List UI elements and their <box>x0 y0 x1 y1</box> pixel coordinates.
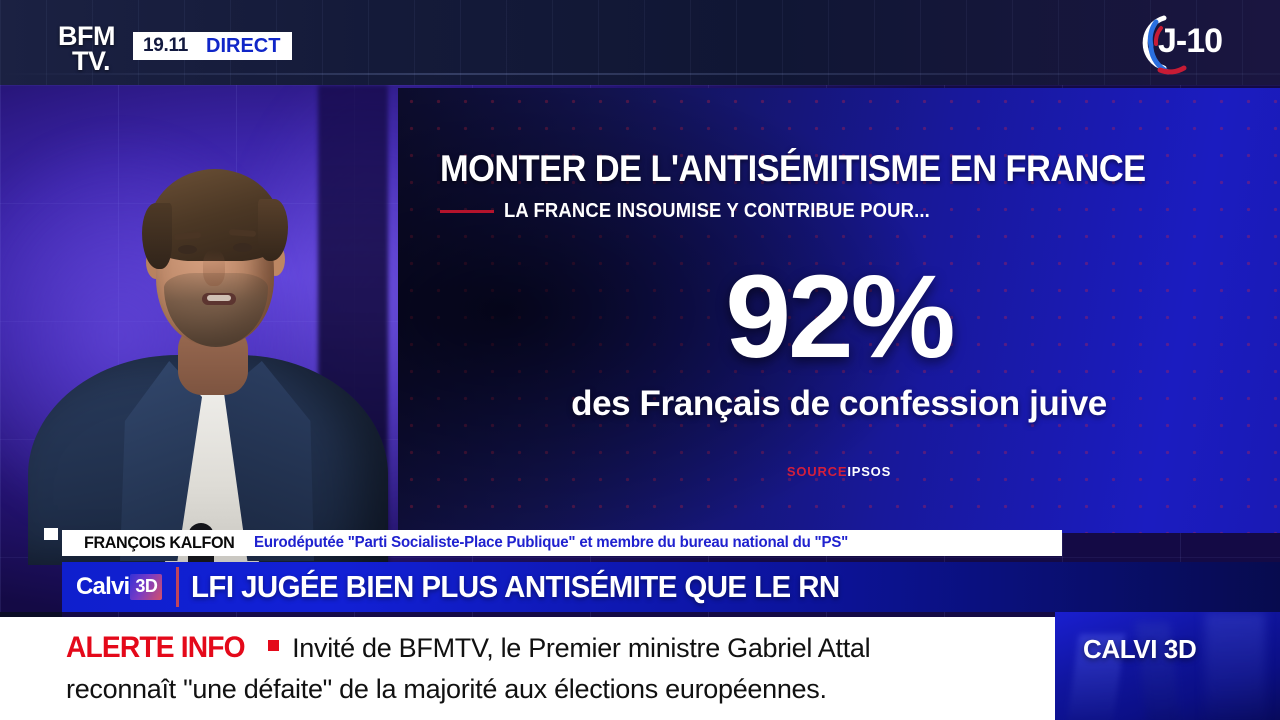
panel-big-figure: 92% <box>725 251 955 383</box>
guest-hair-right <box>258 199 288 261</box>
ticker-text-line2: reconnaît "une défaite" de la majorité a… <box>66 674 827 704</box>
alert-square-icon <box>268 640 280 651</box>
guest-nose <box>203 250 225 286</box>
panel-source-label: SOURCE <box>786 464 848 479</box>
panel-title: MONTER DE L'ANTISÉMITISME EN FRANCE <box>440 148 1146 189</box>
guest-name: FRANÇOIS KALFON <box>84 533 235 552</box>
calvi-logo-badge: 3D <box>130 574 163 600</box>
guest-eye-left <box>178 245 197 254</box>
panel-subtitle-rule <box>440 210 494 213</box>
panel-caption: des Français de confession juive <box>571 384 1107 423</box>
calvi-3d-logo: Calvi 3D <box>76 573 163 601</box>
name-bar-tab <box>44 528 58 540</box>
panel-source: SOURCEIPSOS <box>398 464 1280 479</box>
headline-text: LFI JUGÉE BIEN PLUS ANTISÉMITE QUE LE RN <box>191 569 841 604</box>
ticker-text-line1: Invité de BFMTV, le Premier ministre Gab… <box>292 633 871 663</box>
breaking-news-ticker: ALERTE INFO Invité de BFMTV, le Premier … <box>0 617 1055 720</box>
ticker-first-line: ALERTE INFO Invité de BFMTV, le Premier … <box>0 631 1055 665</box>
calvi-logo-text: Calvi <box>76 573 130 600</box>
guest-name-bar: FRANÇOIS KALFON Eurodéputée "Parti Socia… <box>62 530 1062 556</box>
guest-hair-left <box>142 203 172 269</box>
countdown-arc-icon <box>1142 15 1187 75</box>
statistic-info-panel: MONTER DE L'ANTISÉMITISME EN FRANCE LA F… <box>398 88 1280 533</box>
bfmtv-logo: BFM TV. <box>58 21 115 76</box>
bfmtv-logo-line1: BFM <box>58 21 115 51</box>
show-panel-title: CALVI 3D <box>1083 634 1197 664</box>
panel-vignette <box>398 88 1280 533</box>
countdown-badge: J-10 <box>1120 10 1242 76</box>
headline-divider <box>176 567 180 607</box>
panel-subtitle: LA FRANCE INSOUMISE Y CONTRIBUE POUR... <box>504 200 930 222</box>
alert-label: ALERTE INFO <box>66 631 246 664</box>
panel-source-name: IPSOS <box>847 464 892 479</box>
show-branding-panel: CALVI 3D <box>1055 612 1280 720</box>
countdown-label: J-10 <box>1158 22 1223 60</box>
live-badge: DIRECT <box>206 34 281 57</box>
panel-subtitle-row: LA FRANCE INSOUMISE Y CONTRIBUE POUR... <box>440 200 967 223</box>
ticker-top-edge <box>0 612 62 618</box>
headline-band: Calvi 3D LFI JUGÉE BIEN PLUS ANTISÉMITE … <box>62 562 1280 612</box>
bfmtv-logo-line2: TV. <box>72 46 111 76</box>
guest-on-camera <box>28 85 388 595</box>
guest-role: Eurodéputée "Parti Socialiste-Place Publ… <box>254 534 849 551</box>
guest-eye-right <box>233 243 252 252</box>
clock-time: 19.11 <box>143 35 188 56</box>
show-panel-shape-3 <box>1205 612 1265 720</box>
header-sheen-line <box>0 73 1280 75</box>
guest-teeth <box>207 295 231 301</box>
time-live-chip: 19.11 DIRECT <box>133 32 293 60</box>
